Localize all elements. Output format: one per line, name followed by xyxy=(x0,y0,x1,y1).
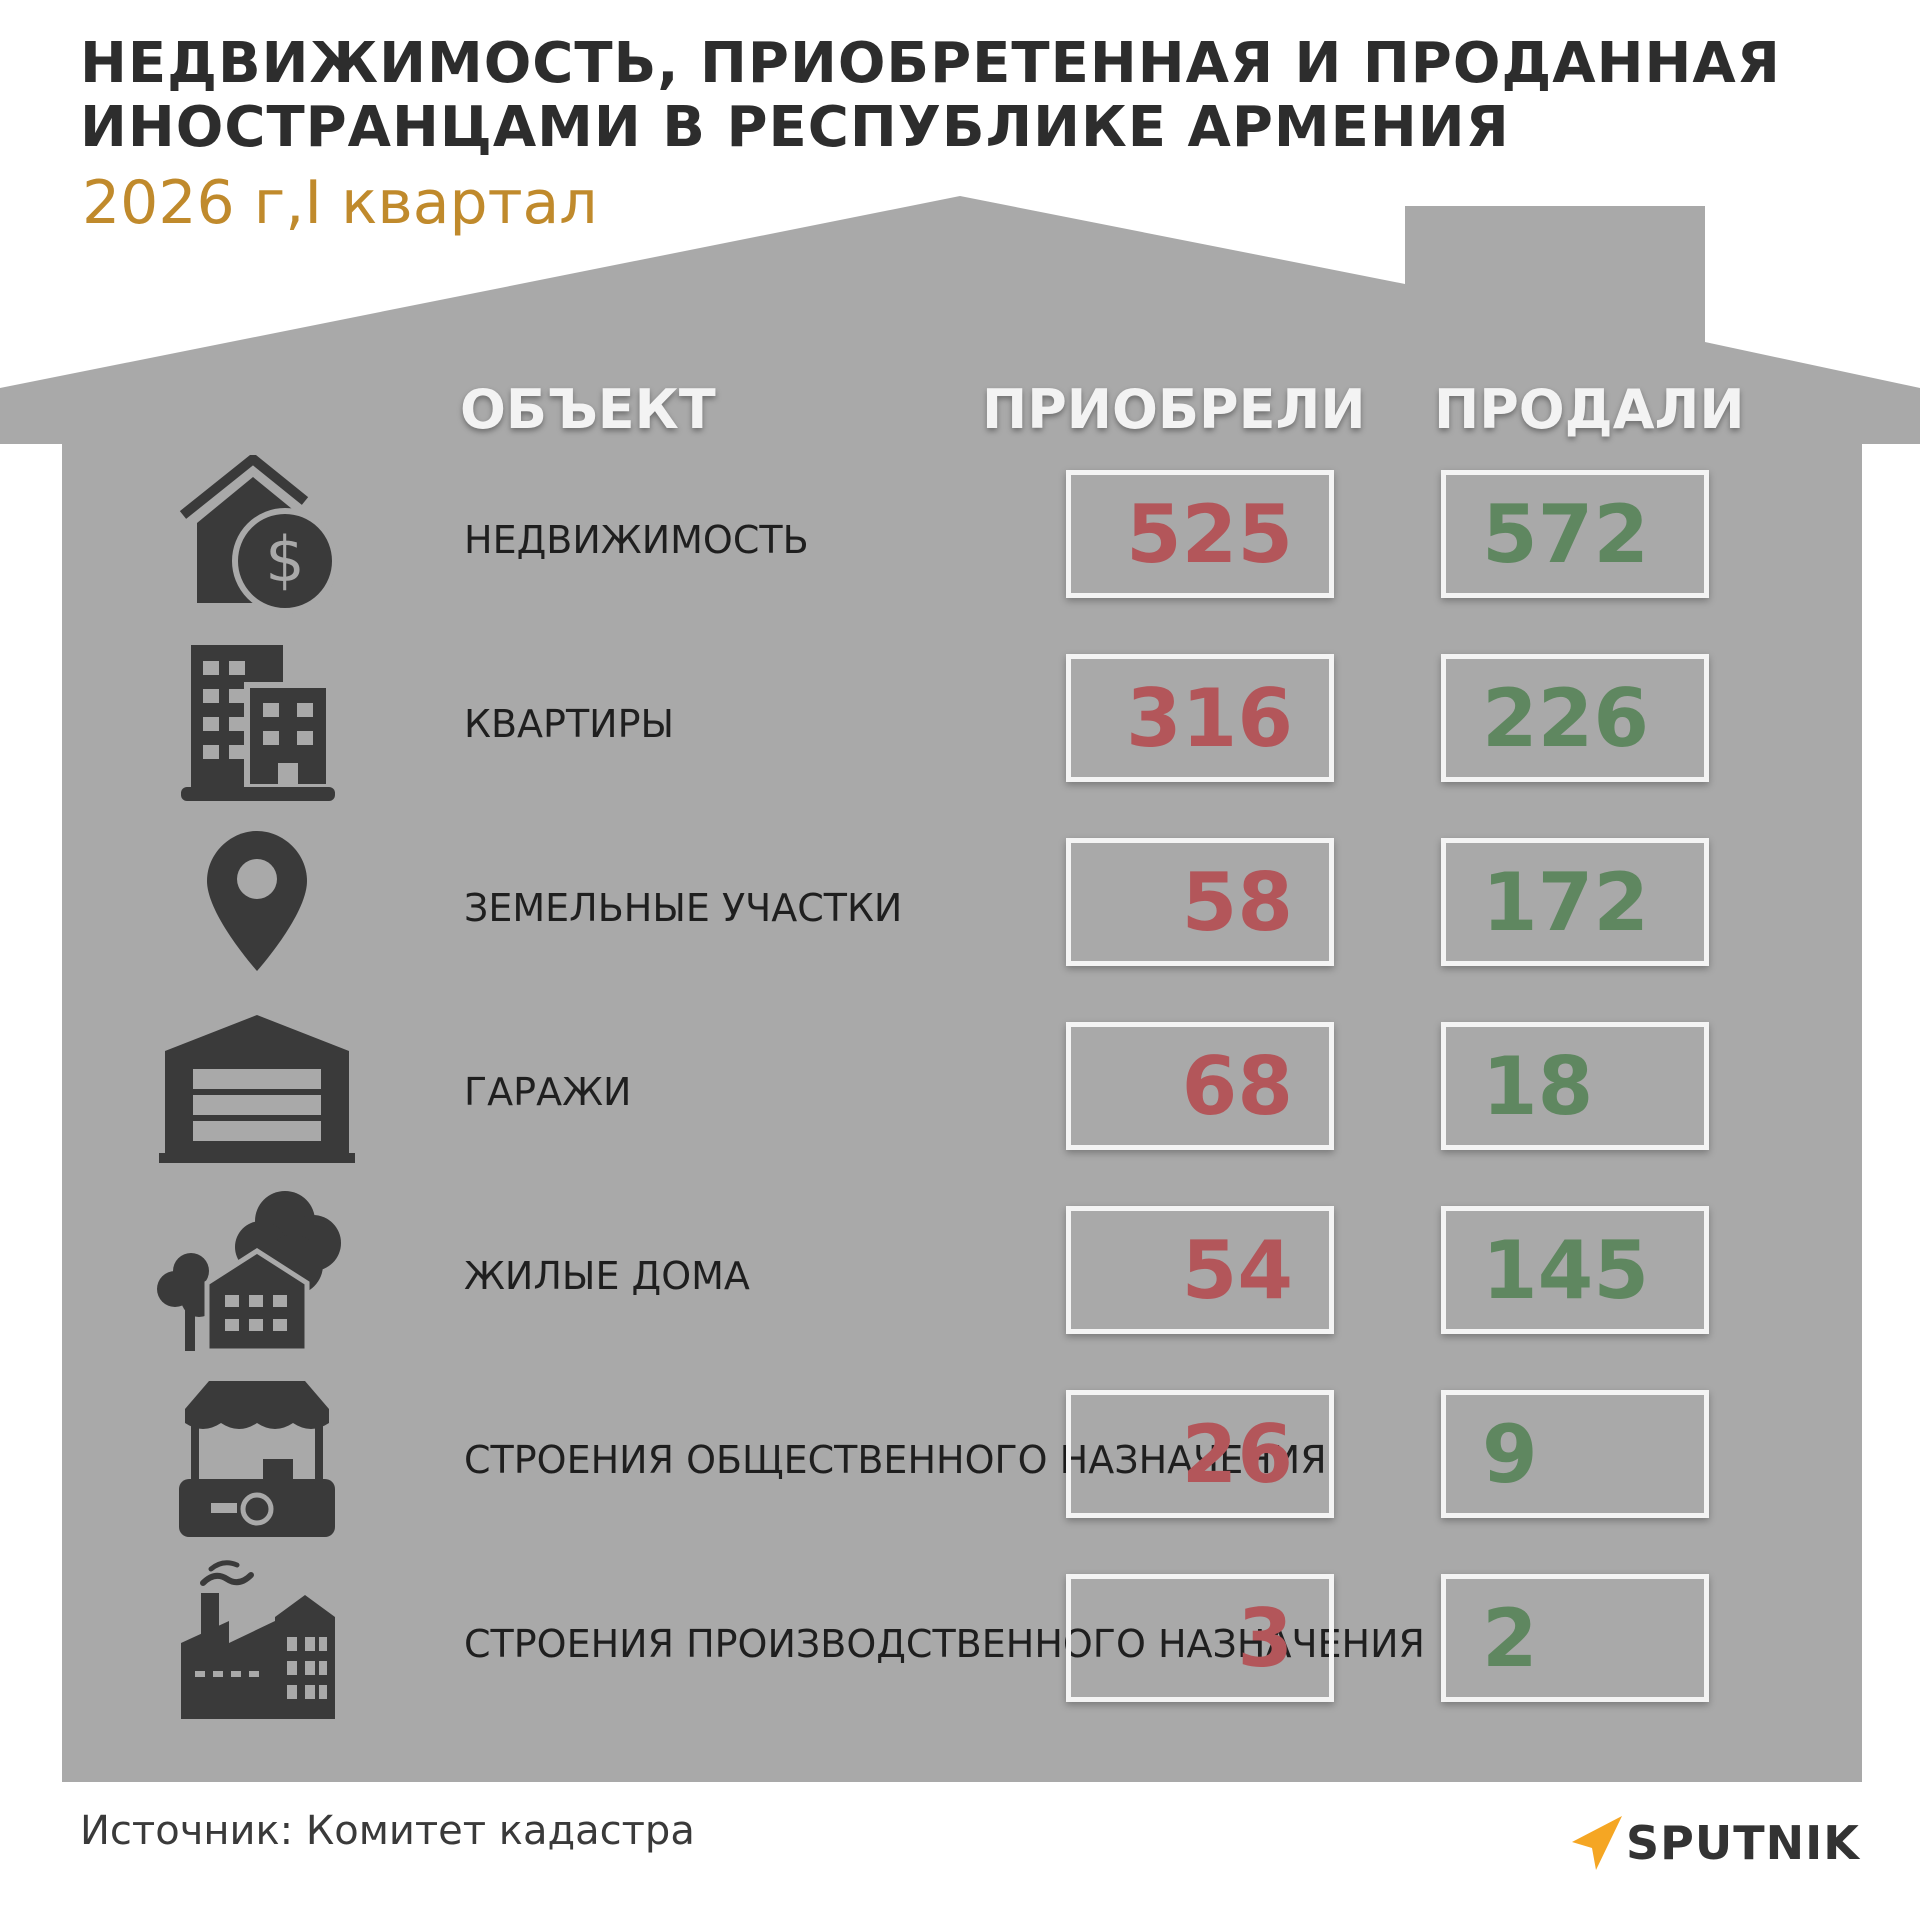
map-pin-icon xyxy=(207,831,307,971)
acquired-value: 3 xyxy=(1066,1574,1334,1702)
column-header-object: ОБЪЕКТ xyxy=(460,378,716,441)
acquired-value: 58 xyxy=(1066,838,1334,966)
row-label: СТРОЕНИЯ ОБЩЕСТВЕННОГО НАЗНАЧЕНИЯ xyxy=(464,1438,1327,1482)
page-title: НЕДВИЖИМОСТЬ, ПРИОБРЕТЕННАЯ И ПРОДАННАЯ … xyxy=(80,31,1781,160)
sputnik-logo-icon xyxy=(1572,1816,1622,1870)
table-row: СТРОЕНИЯ ПРОИЗВОДСТВЕННОГО НАЗНАЧЕНИЯ 3 … xyxy=(0,1560,1920,1719)
house-trees-icon xyxy=(157,1191,341,1354)
apartment-buildings-icon xyxy=(181,645,335,801)
source-note: Источник: Комитет кадастра xyxy=(80,1808,695,1854)
sold-value: 18 xyxy=(1441,1022,1709,1150)
acquired-value: 54 xyxy=(1066,1206,1334,1334)
garage-icon xyxy=(159,1015,355,1163)
sold-value: 572 xyxy=(1441,470,1709,598)
acquired-value: 26 xyxy=(1066,1390,1334,1518)
factory-icon xyxy=(181,1560,335,1719)
row-label: КВАРТИРЫ xyxy=(464,702,675,746)
column-header-acquired: ПРИОБРЕЛИ xyxy=(982,378,1366,441)
sputnik-logo: SPUTNIK xyxy=(1566,1808,1859,1888)
table-row: $ НЕДВИЖИМОСТЬ 525 572 xyxy=(0,455,1920,614)
acquired-value: 316 xyxy=(1066,654,1334,782)
column-header-sold: ПРОДАЛИ xyxy=(1434,378,1745,441)
sold-value: 9 xyxy=(1441,1390,1709,1518)
table-row: КВАРТИРЫ 316 226 xyxy=(0,645,1920,801)
sold-value: 226 xyxy=(1441,654,1709,782)
svg-text:$: $ xyxy=(265,523,304,596)
table-row: ЖИЛЫЕ ДОМА 54 145 xyxy=(0,1191,1920,1354)
sold-value: 145 xyxy=(1441,1206,1709,1334)
sold-value: 172 xyxy=(1441,838,1709,966)
house-dollar-icon: $ xyxy=(179,455,338,614)
acquired-value: 68 xyxy=(1066,1022,1334,1150)
row-label: СТРОЕНИЯ ПРОИЗВОДСТВЕННОГО НАЗНАЧЕНИЯ xyxy=(464,1622,1425,1666)
row-label: ЗЕМЕЛЬНЫЕ УЧАСТКИ xyxy=(464,886,903,930)
sold-value: 2 xyxy=(1441,1574,1709,1702)
table-row: ЗЕМЕЛЬНЫЕ УЧАСТКИ 58 172 xyxy=(0,831,1920,978)
table-row: СТРОЕНИЯ ОБЩЕСТВЕННОГО НАЗНАЧЕНИЯ 26 9 xyxy=(0,1381,1920,1537)
row-label: ГАРАЖИ xyxy=(464,1070,632,1114)
market-stall-icon xyxy=(179,1381,335,1537)
row-label: НЕДВИЖИМОСТЬ xyxy=(464,518,809,562)
page-subtitle: 2026 г,I квартал xyxy=(82,168,598,238)
table-row: ГАРАЖИ 68 18 xyxy=(0,1015,1920,1163)
acquired-value: 525 xyxy=(1066,470,1334,598)
logo-text: SPUTNIK xyxy=(1626,1816,1860,1870)
row-label: ЖИЛЫЕ ДОМА xyxy=(464,1254,750,1298)
